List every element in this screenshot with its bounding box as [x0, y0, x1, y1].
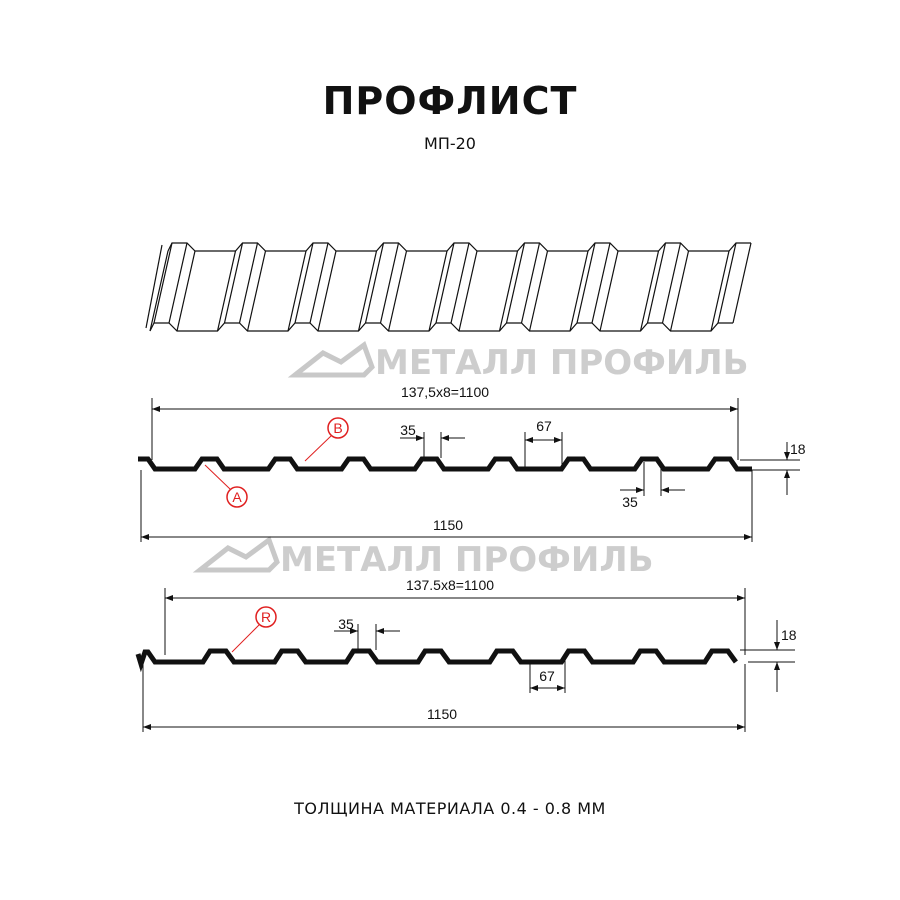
top-width-label: 35 [400, 422, 416, 438]
sheet-rib-line [576, 242, 596, 324]
sheet-rib-line [238, 242, 259, 324]
profile-a-dimensions [140, 398, 800, 542]
sheet-rib-line [669, 250, 690, 332]
sheet-rib-line [287, 250, 307, 332]
sheet-edge-fold [145, 244, 163, 329]
sheet-rib-line [520, 242, 541, 324]
sheet-rib-line [309, 242, 329, 324]
sheet-rib-line [732, 242, 752, 324]
profile-b-dimensions [142, 588, 795, 732]
sheet-rib-line [428, 250, 448, 332]
sheet-rib-line [661, 242, 682, 324]
sheet-rib-line [357, 250, 378, 332]
profile-b-section [135, 648, 738, 673]
profile-a: 137,5x8=1100 1150 35 67 35 18 B A [138, 384, 806, 542]
watermark-logo-icon [192, 536, 280, 573]
svg-text:B: B [333, 420, 342, 436]
watermark-text: МЕТАЛЛ ПРОФИЛЬ [280, 540, 654, 580]
watermark-1: МЕТАЛЛ ПРОФИЛЬ [287, 341, 749, 383]
sheet-rib-line [294, 242, 314, 324]
profile-a-section [138, 456, 752, 472]
pitch-label: 67 [539, 668, 555, 684]
top-width-label: 35 [338, 616, 354, 632]
page-title: ПРОФЛИСТ [323, 79, 578, 123]
sheet-rib-line [646, 242, 667, 324]
watermark-text: МЕТАЛЛ ПРОФИЛЬ [375, 343, 749, 383]
sheet-rib-line [505, 242, 526, 324]
callout-b: B [304, 417, 349, 462]
total-width-label: 1150 [427, 706, 457, 722]
sheet-rib-line [435, 242, 455, 324]
callout-a: A [204, 464, 248, 508]
sheet-rib-line [717, 242, 737, 324]
sheet-rib-line [450, 242, 470, 324]
sheet-rib-line [176, 250, 196, 332]
sheet-illustration [145, 242, 752, 332]
height-label: 18 [790, 441, 806, 457]
callout-r: R [231, 606, 277, 653]
span-dimension-label: 137,5x8=1100 [401, 384, 489, 400]
profile-b: 137.5x8=1100 1150 35 67 18 R [135, 577, 797, 732]
svg-text:A: A [232, 489, 242, 505]
sheet-rib-line [458, 250, 478, 332]
pitch-label: 67 [536, 418, 552, 434]
sheet-rib-line [317, 250, 337, 332]
sheet-rib-line [528, 250, 549, 332]
sheet-rib-line [591, 242, 611, 324]
sheet-rib-line [153, 242, 173, 324]
sheet-rib-line [710, 250, 730, 332]
span-dimension-label: 137.5x8=1100 [406, 577, 494, 593]
sheet-rib-line [379, 242, 400, 324]
sheet-rib-line [364, 242, 385, 324]
sheet-bottom-edge [149, 322, 733, 332]
sheet-rib-line [498, 250, 519, 332]
sheet-rib-line [149, 250, 169, 332]
total-width-label: 1150 [433, 517, 463, 533]
sheet-rib-line [246, 250, 267, 332]
sheet-rib-line [216, 250, 237, 332]
sheet-rib-line [387, 250, 408, 332]
bottom-width-label: 35 [622, 494, 638, 510]
sheet-rib-line [569, 250, 589, 332]
watermark-logo-icon [287, 341, 375, 378]
sheet-rib-line [168, 242, 188, 324]
watermark-2: МЕТАЛЛ ПРОФИЛЬ [192, 536, 654, 580]
height-label: 18 [781, 627, 797, 643]
sheet-rib-line [639, 250, 660, 332]
svg-text:R: R [261, 609, 271, 625]
material-thickness-note: ТОЛЩИНА МАТЕРИАЛА 0.4 - 0.8 ММ [293, 799, 606, 818]
page-subtitle: МП-20 [424, 134, 476, 153]
sheet-rib-line [223, 242, 244, 324]
sheet-rib-line [599, 250, 619, 332]
